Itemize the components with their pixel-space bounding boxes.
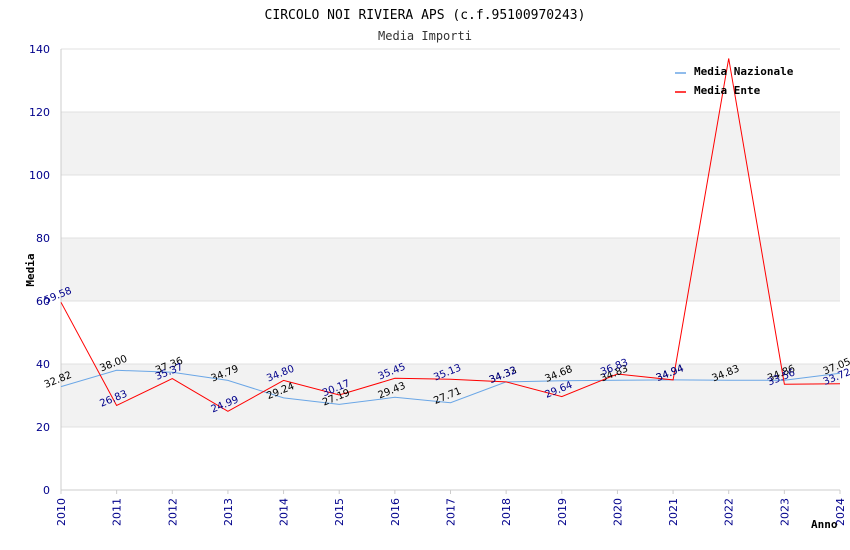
y-tick-label: 140 — [29, 43, 50, 56]
x-tick-label: 2015 — [333, 498, 346, 526]
x-tick-label: 2011 — [111, 498, 124, 526]
y-axis-label: Media — [24, 253, 37, 286]
x-tick-label: 2013 — [222, 498, 235, 526]
x-tick-label: 2016 — [389, 498, 402, 526]
y-tick-label: 80 — [36, 232, 50, 245]
band — [61, 238, 840, 301]
x-tick-label: 2012 — [166, 498, 179, 526]
band — [61, 175, 840, 238]
x-tick-label: 2024 — [834, 498, 847, 526]
band — [61, 112, 840, 175]
x-tick-label: 2020 — [611, 498, 624, 526]
legend: Media Nazionale Media Ente — [675, 65, 794, 97]
y-tick-label: 60 — [36, 295, 50, 308]
x-tick-label: 2019 — [556, 498, 569, 526]
series-line-media-nazionale — [60, 369, 841, 405]
x-tick-label: 2021 — [667, 498, 680, 526]
y-tick-label: 40 — [36, 358, 50, 371]
chart-title: CIRCOLO NOI RIVIERA APS (c.f.95100970243… — [265, 8, 586, 23]
y-tick-label: 20 — [36, 421, 50, 434]
x-tick-label: 2010 — [55, 498, 68, 526]
x-tick-label: 2017 — [445, 498, 458, 526]
series-line-media-ente — [60, 58, 841, 412]
x-tick-label: 2022 — [723, 498, 736, 526]
band — [61, 49, 840, 112]
x-axis-label: Anno — [811, 518, 838, 531]
plot-bands — [61, 49, 840, 490]
y-axis-ticks: 0 20 40 60 80 100 120 140 — [29, 43, 50, 497]
y-tick-label: 120 — [29, 106, 50, 119]
legend-label-media-ente: Media Ente — [694, 84, 761, 97]
chart-subtitle: Media Importi — [378, 29, 472, 43]
x-axis-ticks: 2010 2011 2012 2013 2014 2015 2016 2017 2018 2019… — [55, 490, 847, 526]
legend-label-media-nazionale: Media Nazionale — [694, 65, 794, 78]
x-tick-label: 2023 — [778, 498, 791, 526]
series-lines — [60, 58, 841, 412]
x-tick-label: 2014 — [278, 498, 291, 526]
band — [61, 427, 840, 490]
x-tick-label: 2018 — [500, 498, 513, 526]
y-tick-label: 100 — [29, 169, 50, 182]
y-tick-label: 0 — [43, 484, 50, 497]
band — [61, 301, 840, 364]
